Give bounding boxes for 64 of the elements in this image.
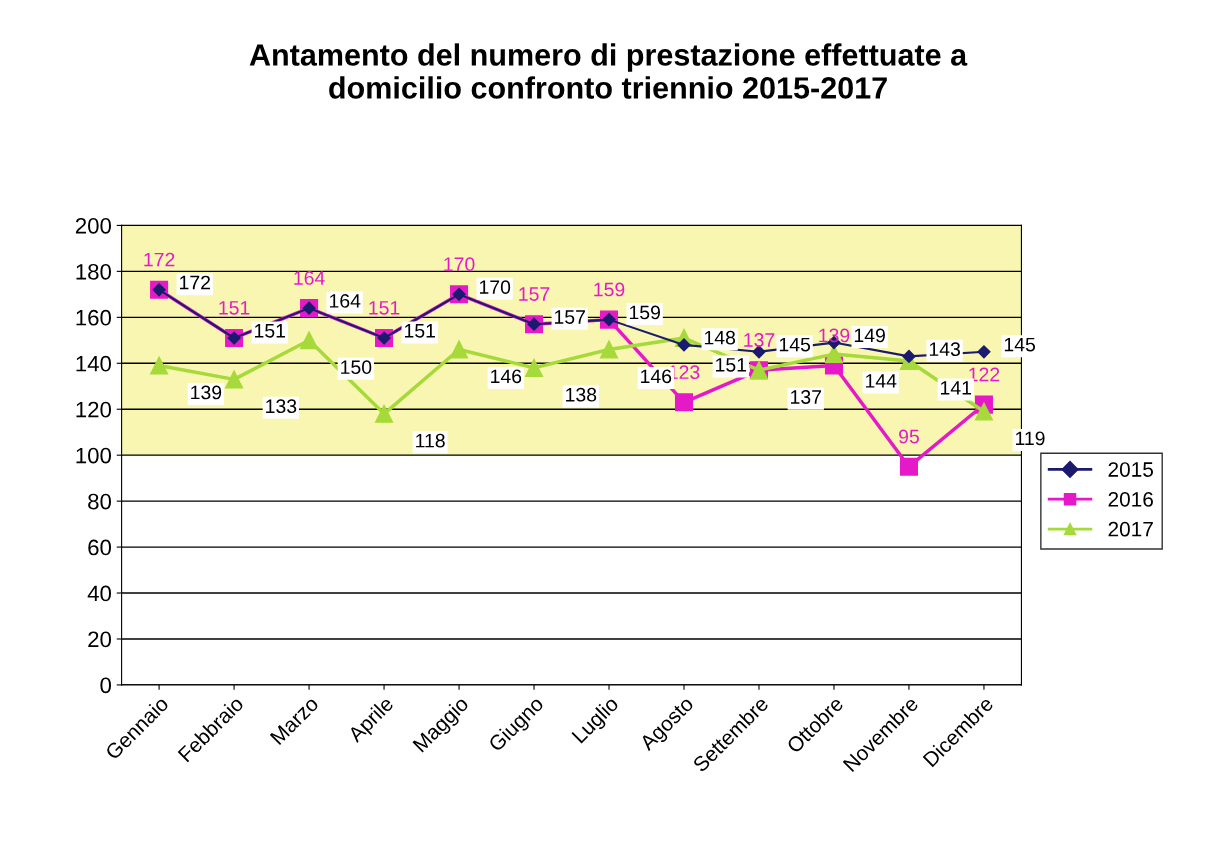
data-label: 118 xyxy=(416,433,445,448)
point xyxy=(150,356,169,375)
point xyxy=(375,404,394,423)
y-tick-label: 160 xyxy=(76,309,112,326)
data-label: 172 xyxy=(180,275,210,290)
y-tick-label: 40 xyxy=(87,585,112,602)
data-label: 145 xyxy=(779,337,811,352)
point xyxy=(300,331,319,350)
legend-label: 2016 xyxy=(1108,491,1153,507)
data-label: 122 xyxy=(969,367,1000,382)
data-label: 137 xyxy=(744,333,775,347)
point xyxy=(974,402,993,421)
y-tick-label: 120 xyxy=(76,401,112,418)
data-label: 150 xyxy=(341,360,372,375)
chart-title: Antamento del numero di prestazione effettuate a domicilio confronto triennio 2015-2017 xyxy=(249,43,968,99)
data-label: 170 xyxy=(444,257,475,272)
point xyxy=(225,370,244,389)
point xyxy=(977,345,991,359)
y-tick-label: 140 xyxy=(76,355,112,372)
y-tick-label: 200 xyxy=(75,217,112,234)
data-label: 151 xyxy=(255,324,286,338)
data-label: 139 xyxy=(191,385,222,400)
data-label: 151 xyxy=(369,301,400,315)
data-label: 119 xyxy=(1015,431,1045,446)
data-label: 138 xyxy=(566,387,597,402)
data-label: 164 xyxy=(329,294,361,308)
point xyxy=(524,358,544,377)
data-label: 146 xyxy=(641,369,672,384)
data-label: 172 xyxy=(144,252,175,267)
data-label: 151 xyxy=(404,324,435,338)
point xyxy=(450,340,469,359)
data-label: 157 xyxy=(554,310,585,324)
y-tick-label: 20 xyxy=(88,631,112,648)
data-label: 170 xyxy=(479,280,511,295)
data-label: 143 xyxy=(929,342,960,357)
point xyxy=(902,349,916,363)
point xyxy=(599,340,619,359)
data-label: 157 xyxy=(519,287,550,301)
y-tick-label: 100 xyxy=(76,447,112,464)
data-label: 159 xyxy=(629,305,660,320)
data-label: 137 xyxy=(791,390,822,404)
data-label: 139 xyxy=(819,328,850,343)
data-label: 164 xyxy=(294,271,325,285)
data-label: 146 xyxy=(491,369,522,384)
point xyxy=(677,338,691,352)
point xyxy=(674,393,694,412)
point xyxy=(899,457,918,476)
data-label: 151 xyxy=(219,301,250,315)
data-label: 151 xyxy=(716,358,747,372)
legend-label: 2015 xyxy=(1108,462,1153,477)
data-label: 144 xyxy=(866,374,897,388)
y-tick-label: 60 xyxy=(88,539,112,556)
legend-label: 2017 xyxy=(1108,521,1153,537)
data-label: 149 xyxy=(854,328,885,343)
y-tick-label: 180 xyxy=(76,263,112,280)
y-tick-label: 0 xyxy=(100,677,112,694)
data-label: 148 xyxy=(704,330,736,345)
data-label: 159 xyxy=(594,282,625,297)
data-label: 141 xyxy=(941,381,972,395)
y-tick-label: 80 xyxy=(88,493,112,510)
data-label: 133 xyxy=(266,399,297,414)
data-label: 145 xyxy=(1004,337,1036,352)
data-label: 95 xyxy=(899,429,919,444)
point xyxy=(824,345,844,364)
